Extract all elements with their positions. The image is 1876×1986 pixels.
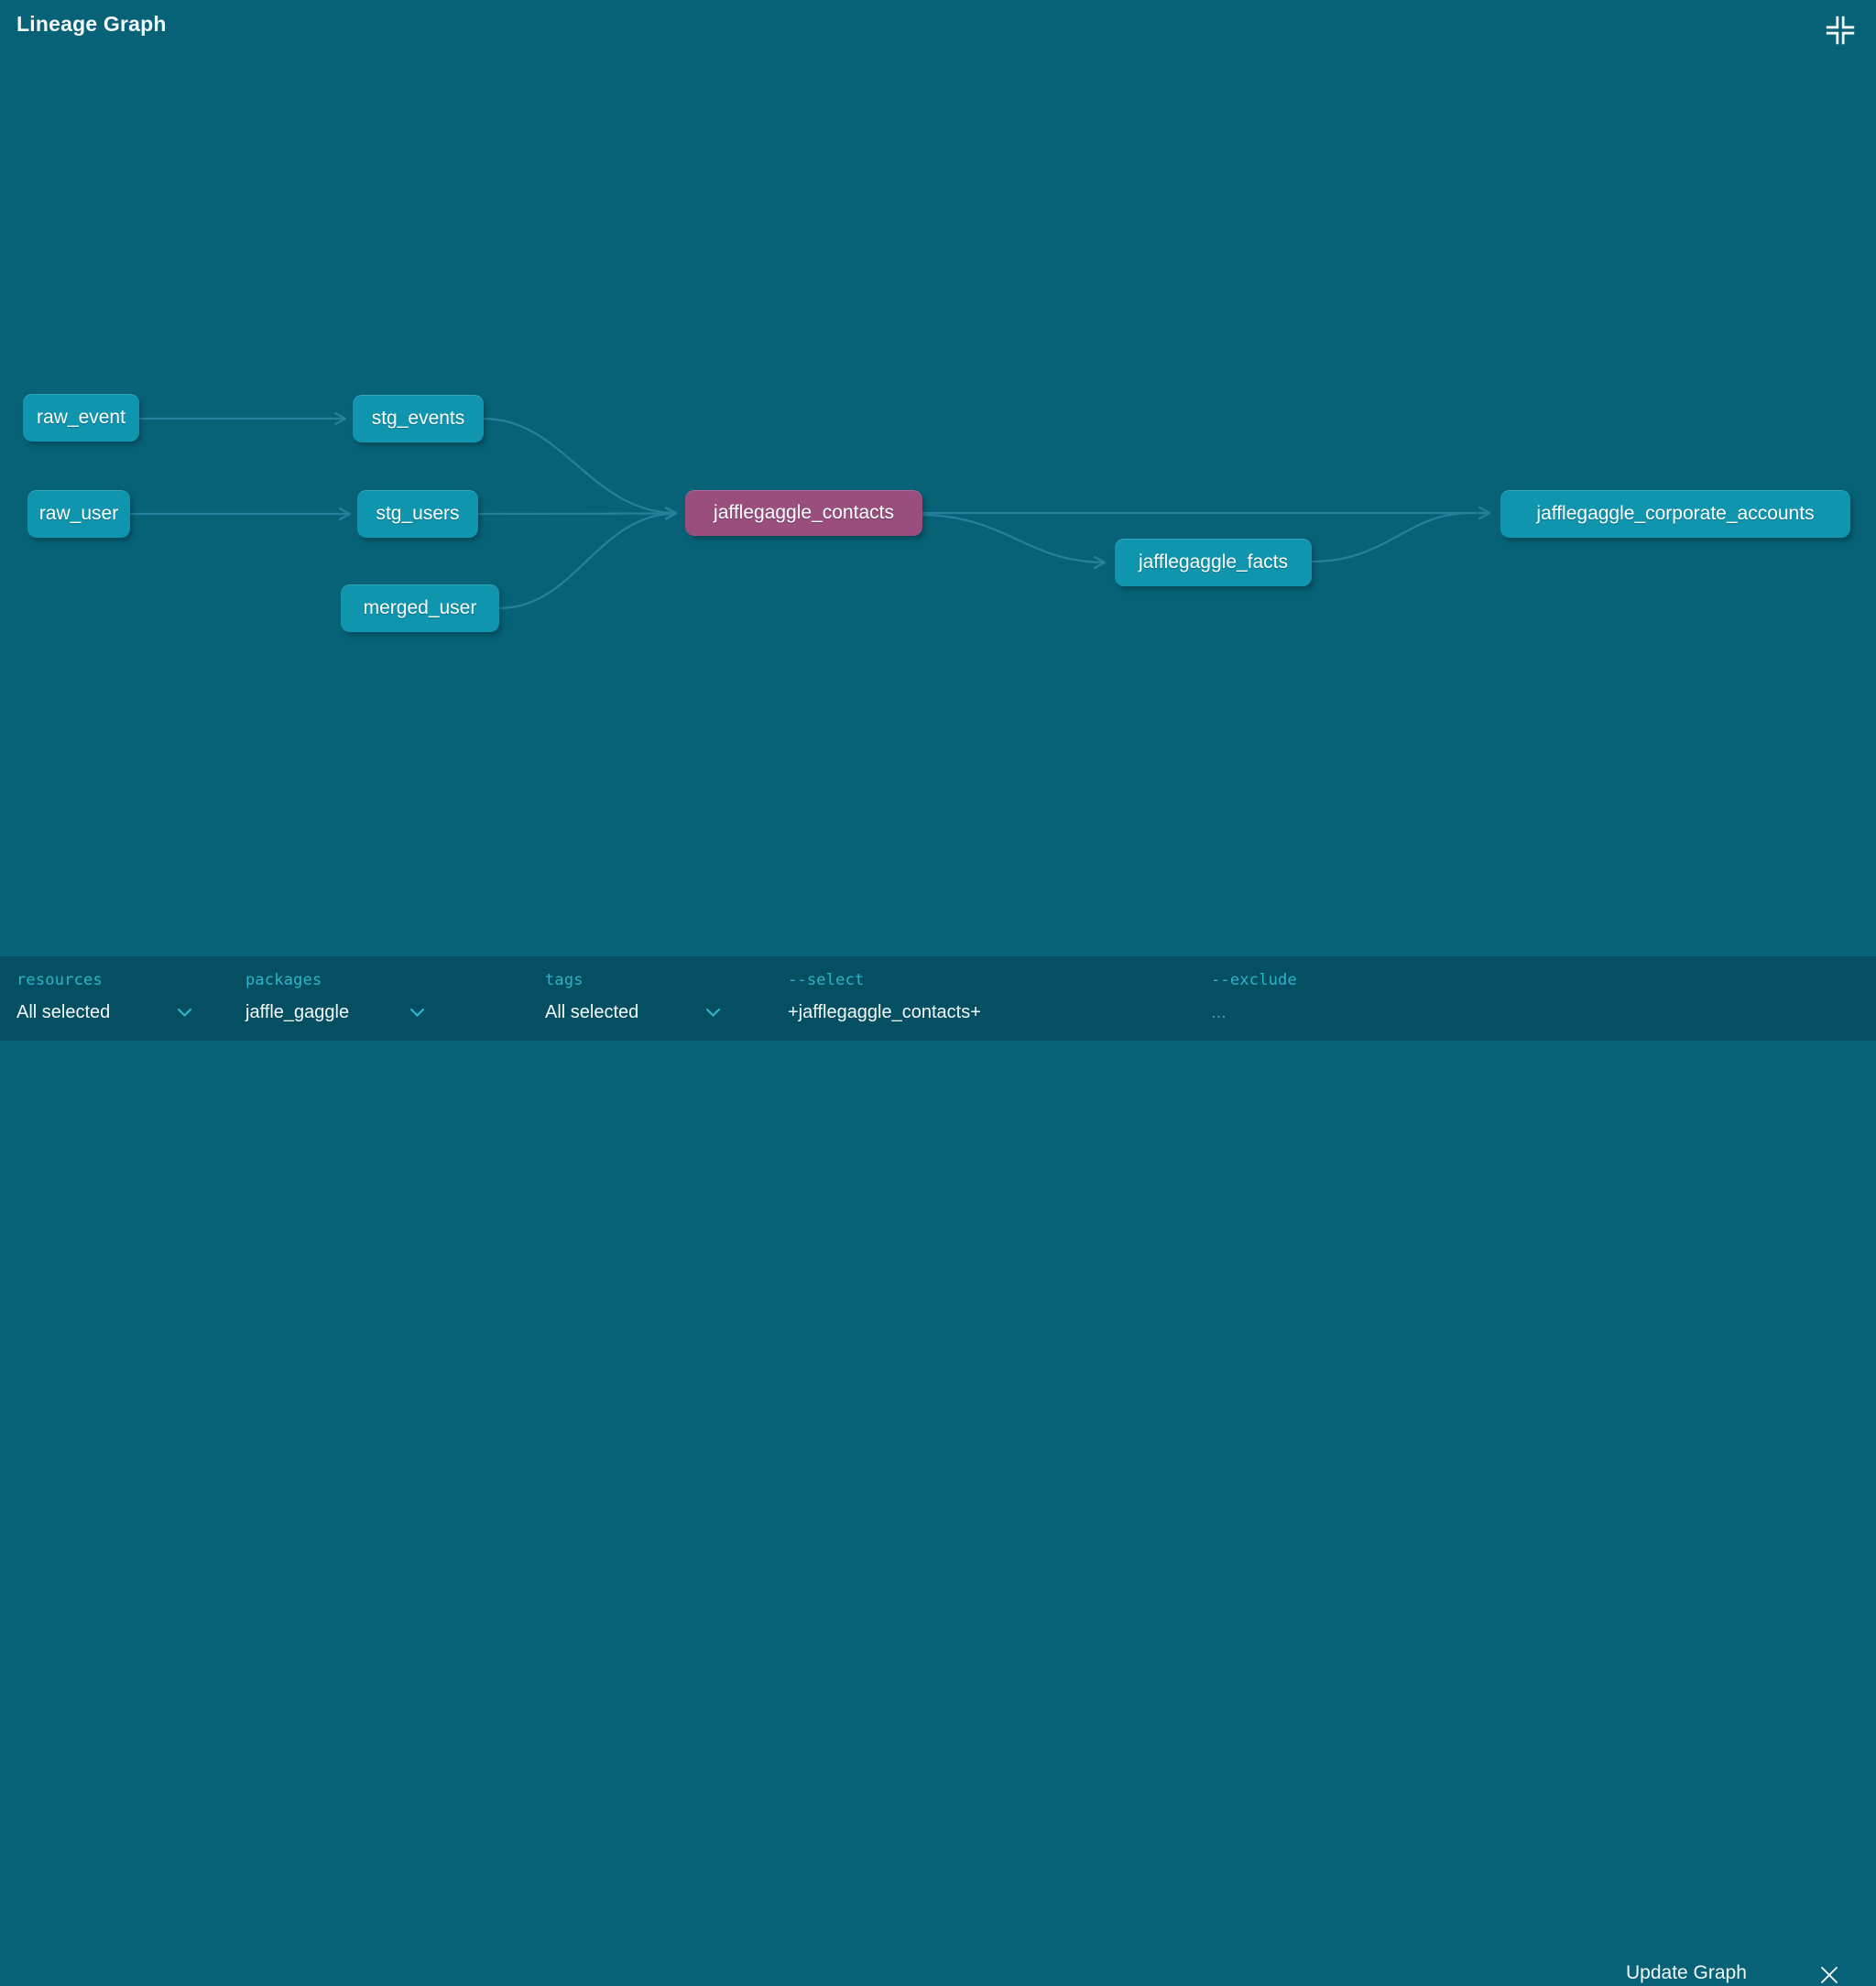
close-icon xyxy=(1819,1965,1839,1985)
exclude-input[interactable]: ... xyxy=(1211,1002,1412,1023)
update-graph-button[interactable]: Update Graph xyxy=(1626,1962,1747,1983)
select-input[interactable]: +jafflegaggle_contacts+ xyxy=(788,1002,1090,1023)
resources-label: resources xyxy=(16,971,103,989)
node-jafflegaggle_contacts[interactable]: jafflegaggle_contacts xyxy=(685,490,922,536)
edge xyxy=(1311,511,1471,563)
collapse-graph-button[interactable] xyxy=(1823,13,1858,48)
tags-value: All selected xyxy=(545,1002,639,1022)
lineage-edges xyxy=(130,411,1491,610)
lineage-canvas[interactable]: raw_event stg_events raw_user stg_users … xyxy=(0,0,1876,956)
node-stg_users[interactable]: stg_users xyxy=(357,490,478,538)
node-raw_event[interactable]: raw_event xyxy=(23,394,139,442)
close-toolbar-button[interactable] xyxy=(1818,1964,1840,1986)
chevron-down-icon xyxy=(409,1008,425,1018)
edge xyxy=(477,507,678,520)
graph-controls-toolbar: resources All selected packages jaffle_g… xyxy=(0,956,1876,1983)
edge xyxy=(922,513,1107,570)
chevron-down-icon xyxy=(177,1008,192,1018)
edge xyxy=(498,507,678,610)
filter-tags: tags All selected xyxy=(545,956,721,1041)
filter-exclude: --exclude ... xyxy=(1211,956,1412,1041)
node-jafflegaggle_corporate_accounts[interactable]: jafflegaggle_corporate_accounts xyxy=(1500,490,1850,538)
page-title: Lineage Graph xyxy=(16,12,167,36)
filter-resources: resources All selected xyxy=(16,956,192,1041)
filter-packages: packages jaffle_gaggle xyxy=(245,956,425,1041)
packages-label: packages xyxy=(245,971,322,989)
tags-label: tags xyxy=(545,971,584,989)
exclude-label: --exclude xyxy=(1211,971,1297,989)
tags-dropdown[interactable]: All selected xyxy=(545,1002,721,1023)
node-stg_events[interactable]: stg_events xyxy=(353,395,484,442)
select-value: +jafflegaggle_contacts+ xyxy=(788,1002,981,1022)
packages-dropdown[interactable]: jaffle_gaggle xyxy=(245,1002,425,1023)
edge xyxy=(483,417,678,520)
resources-dropdown[interactable]: All selected xyxy=(16,1002,192,1023)
packages-value: jaffle_gaggle xyxy=(245,1002,350,1022)
node-raw_user[interactable]: raw_user xyxy=(27,490,130,538)
exclude-value: ... xyxy=(1211,1002,1227,1022)
filter-select: --select +jafflegaggle_contacts+ xyxy=(788,956,1090,1041)
collapse-icon xyxy=(1825,15,1856,46)
node-merged_user[interactable]: merged_user xyxy=(341,584,499,632)
resources-value: All selected xyxy=(16,1002,111,1022)
chevron-down-icon xyxy=(705,1008,721,1018)
node-jafflegaggle_facts[interactable]: jafflegaggle_facts xyxy=(1115,539,1312,586)
select-label: --select xyxy=(788,971,865,989)
